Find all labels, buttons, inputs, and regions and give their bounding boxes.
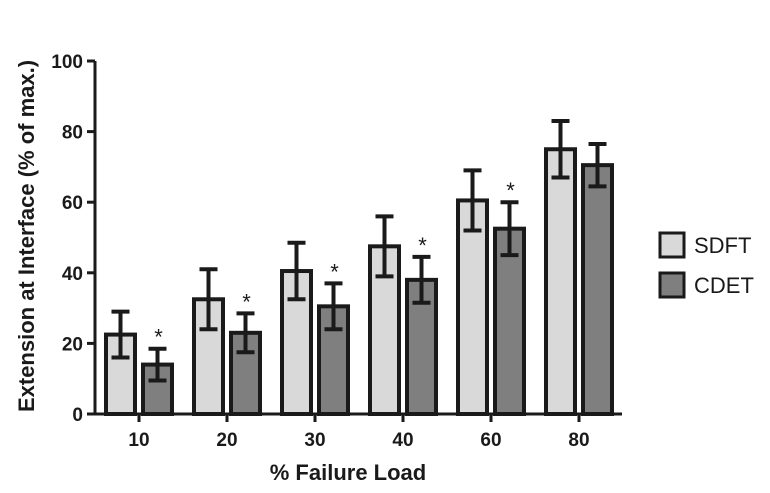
legend-label-sdft: SDFT <box>694 233 751 258</box>
legend: SDFT CDET <box>658 231 754 299</box>
x-tick-label: 10 <box>128 430 149 451</box>
x-tick-label: 30 <box>304 430 325 451</box>
significance-marker: * <box>506 178 515 203</box>
y-tick-label: 20 <box>62 334 83 355</box>
y-axis-title: Extension at Interface (% of max.) <box>14 60 39 412</box>
y-tick-label: 40 <box>62 264 83 285</box>
x-tick-label: 60 <box>480 430 501 451</box>
x-tick-label: 40 <box>392 430 413 451</box>
significance-marker: * <box>154 325 163 350</box>
y-tick-label: 80 <box>62 123 83 144</box>
y-tick-label: 60 <box>62 193 83 214</box>
legend-swatch-cdet <box>658 271 686 299</box>
legend-swatch-sdft <box>658 231 686 259</box>
y-tick-label: 0 <box>72 405 83 426</box>
bar-sdft-60 <box>456 198 489 416</box>
significance-marker: * <box>330 259 339 284</box>
x-tick-label: 20 <box>216 430 237 451</box>
x-tick-label: 80 <box>568 430 589 451</box>
significance-marker: * <box>242 289 251 314</box>
axes-layer: 0 20 40 60 80 100 10 20 30 40 60 80 <box>51 52 622 451</box>
bar-cdet-80 <box>581 163 614 416</box>
legend-label-cdet: CDET <box>694 273 754 298</box>
bars-layer: * * * * * <box>104 119 614 417</box>
x-axis-title: % Failure Load <box>270 460 426 485</box>
bar-sdft-80 <box>544 147 577 416</box>
significance-marker: * <box>418 233 427 258</box>
y-tick-label: 100 <box>51 52 83 73</box>
